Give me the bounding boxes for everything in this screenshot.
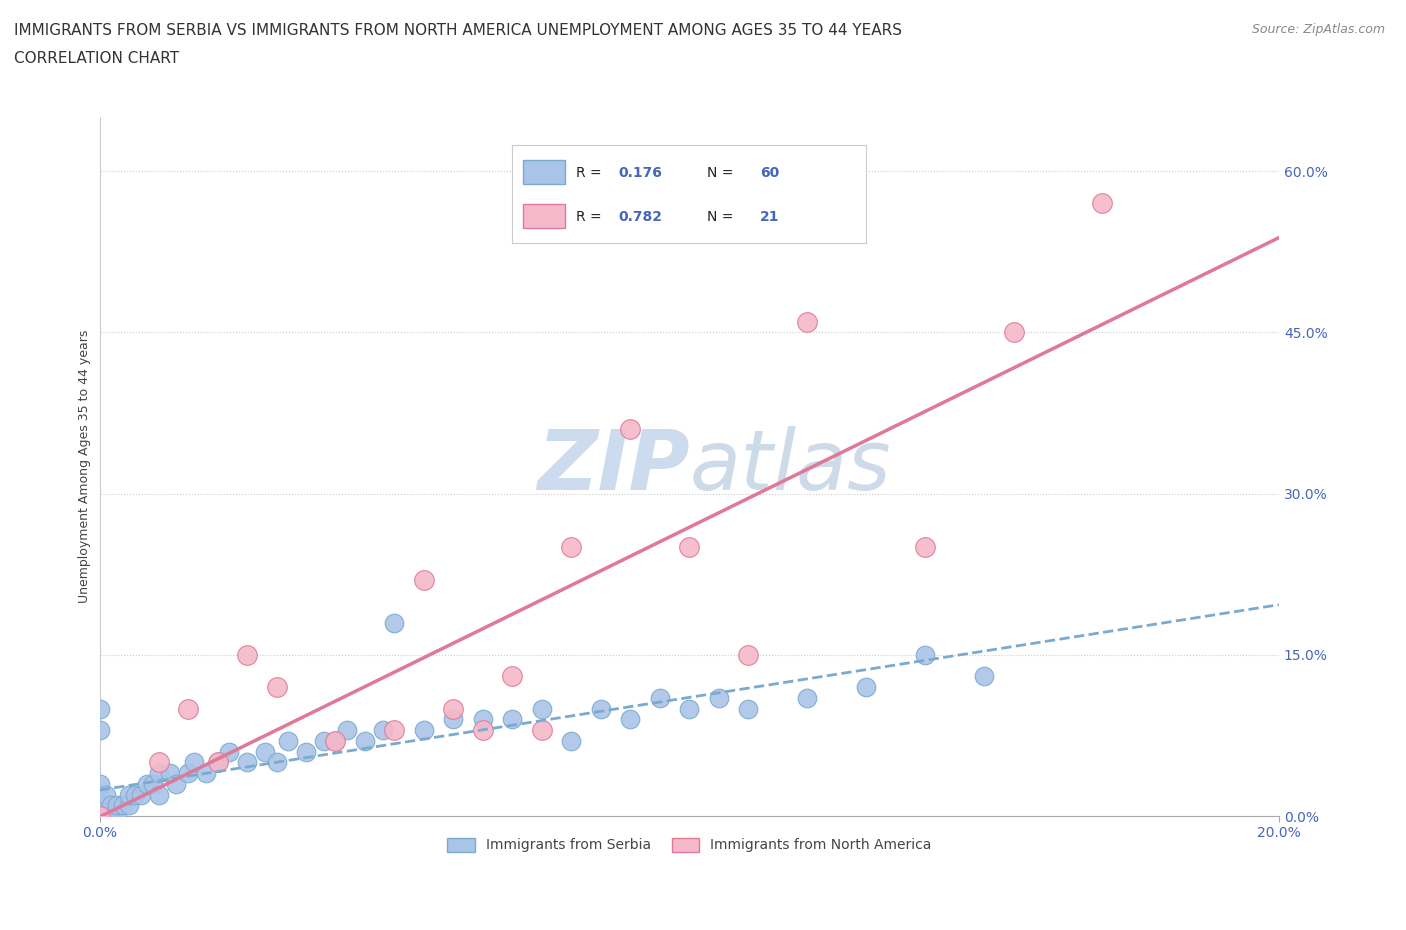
Point [336, 723, 359, 737]
Point [619, 711, 641, 726]
Point [384, 615, 406, 630]
Point [325, 734, 347, 749]
Point [471, 711, 494, 726]
Point [94, 808, 117, 823]
Point [277, 734, 299, 749]
Point [124, 787, 146, 802]
Point [194, 765, 217, 780]
Point [236, 647, 259, 662]
Point [165, 777, 187, 791]
Point [471, 723, 494, 737]
Y-axis label: Unemployment Among Ages 35 to 44 years: Unemployment Among Ages 35 to 44 years [79, 330, 91, 604]
Point [589, 701, 612, 716]
Point [89, 808, 111, 823]
Point [89, 798, 111, 813]
Point [295, 744, 318, 759]
Point [1091, 196, 1114, 211]
Point [105, 798, 128, 813]
Point [973, 669, 995, 684]
Point [177, 765, 200, 780]
Point [142, 777, 165, 791]
Point [218, 744, 240, 759]
Point [530, 723, 553, 737]
Point [530, 701, 553, 716]
Point [354, 734, 377, 749]
Point [325, 734, 347, 749]
Point [413, 723, 436, 737]
Point [148, 755, 170, 770]
Point [501, 711, 523, 726]
Point [112, 798, 135, 813]
Point [707, 690, 730, 705]
Point [737, 647, 759, 662]
Text: Source: ZipAtlas.com: Source: ZipAtlas.com [1251, 23, 1385, 36]
Point [371, 723, 394, 737]
Point [796, 314, 818, 329]
Point [94, 787, 117, 802]
Point [914, 539, 936, 554]
Point [207, 755, 229, 770]
Point [118, 787, 141, 802]
Point [1002, 325, 1025, 339]
Point [207, 755, 229, 770]
Point [914, 647, 936, 662]
Text: CORRELATION CHART: CORRELATION CHART [14, 51, 179, 66]
Point [89, 808, 111, 823]
Point [384, 723, 406, 737]
Point [796, 690, 818, 705]
Point [441, 701, 464, 716]
Point [266, 680, 288, 695]
Point [100, 808, 122, 823]
Point [159, 765, 181, 780]
Point [89, 777, 111, 791]
Text: atlas: atlas [689, 426, 891, 507]
Point [560, 734, 582, 749]
Point [129, 787, 152, 802]
Point [135, 777, 157, 791]
Point [89, 808, 111, 823]
Point [89, 701, 111, 716]
Point [253, 744, 276, 759]
Point [678, 539, 700, 554]
Point [89, 787, 111, 802]
Point [183, 755, 205, 770]
Point [148, 765, 170, 780]
Point [89, 798, 111, 813]
Point [619, 421, 641, 436]
Point [312, 734, 335, 749]
Point [118, 798, 141, 813]
Point [648, 690, 671, 705]
Point [177, 701, 200, 716]
Point [266, 755, 288, 770]
Legend: Immigrants from Serbia, Immigrants from North America: Immigrants from Serbia, Immigrants from … [441, 832, 938, 858]
Point [105, 808, 128, 823]
Point [678, 701, 700, 716]
Point [89, 723, 111, 737]
Point [413, 572, 436, 587]
Point [148, 787, 170, 802]
Point [236, 755, 259, 770]
Point [94, 798, 117, 813]
Point [100, 798, 122, 813]
Point [89, 808, 111, 823]
Point [89, 808, 111, 823]
Point [855, 680, 877, 695]
Point [560, 539, 582, 554]
Point [441, 711, 464, 726]
Point [501, 669, 523, 684]
Text: ZIP: ZIP [537, 426, 689, 507]
Point [737, 701, 759, 716]
Text: IMMIGRANTS FROM SERBIA VS IMMIGRANTS FROM NORTH AMERICA UNEMPLOYMENT AMONG AGES : IMMIGRANTS FROM SERBIA VS IMMIGRANTS FRO… [14, 23, 903, 38]
